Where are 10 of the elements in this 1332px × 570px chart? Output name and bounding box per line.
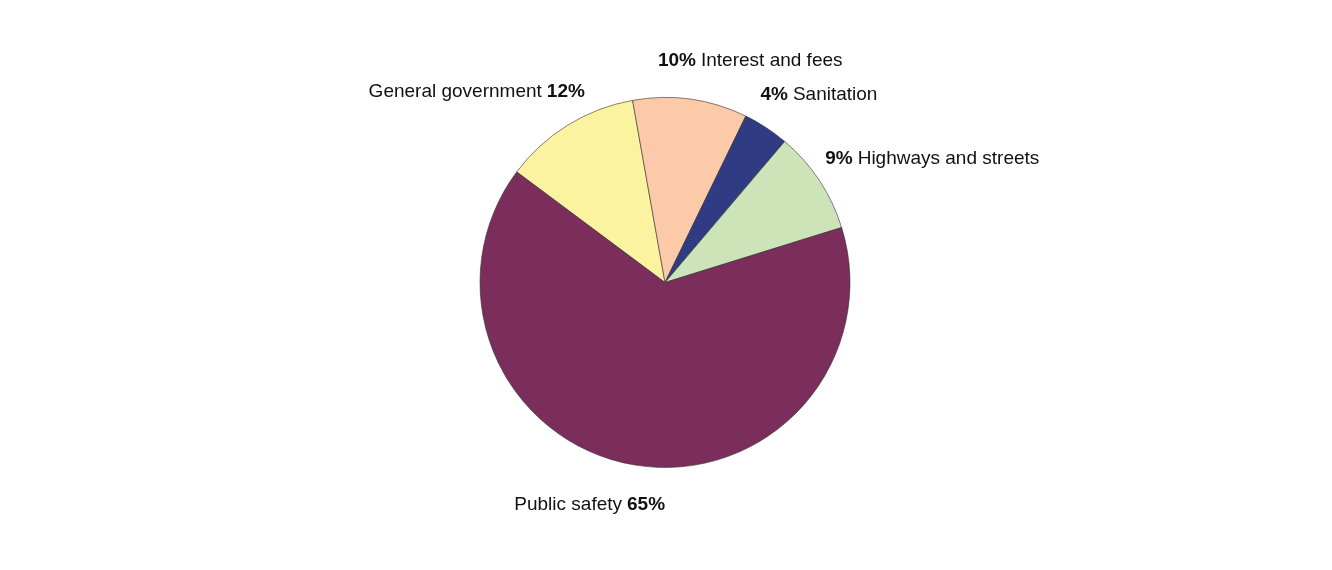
slice-label: Public safety — [514, 493, 623, 515]
slice-label: Interest and fees — [700, 48, 843, 70]
data-label: 9% — [825, 147, 853, 169]
data-label: 65% — [627, 493, 666, 515]
data-label: 12% — [546, 80, 585, 102]
data-label: 4% — [760, 83, 789, 105]
slice-label: General government — [368, 80, 543, 102]
slice-label: Sanitation — [792, 83, 878, 105]
data-label: 10% — [657, 48, 697, 70]
slice-label: Highways and streets — [857, 147, 1040, 169]
